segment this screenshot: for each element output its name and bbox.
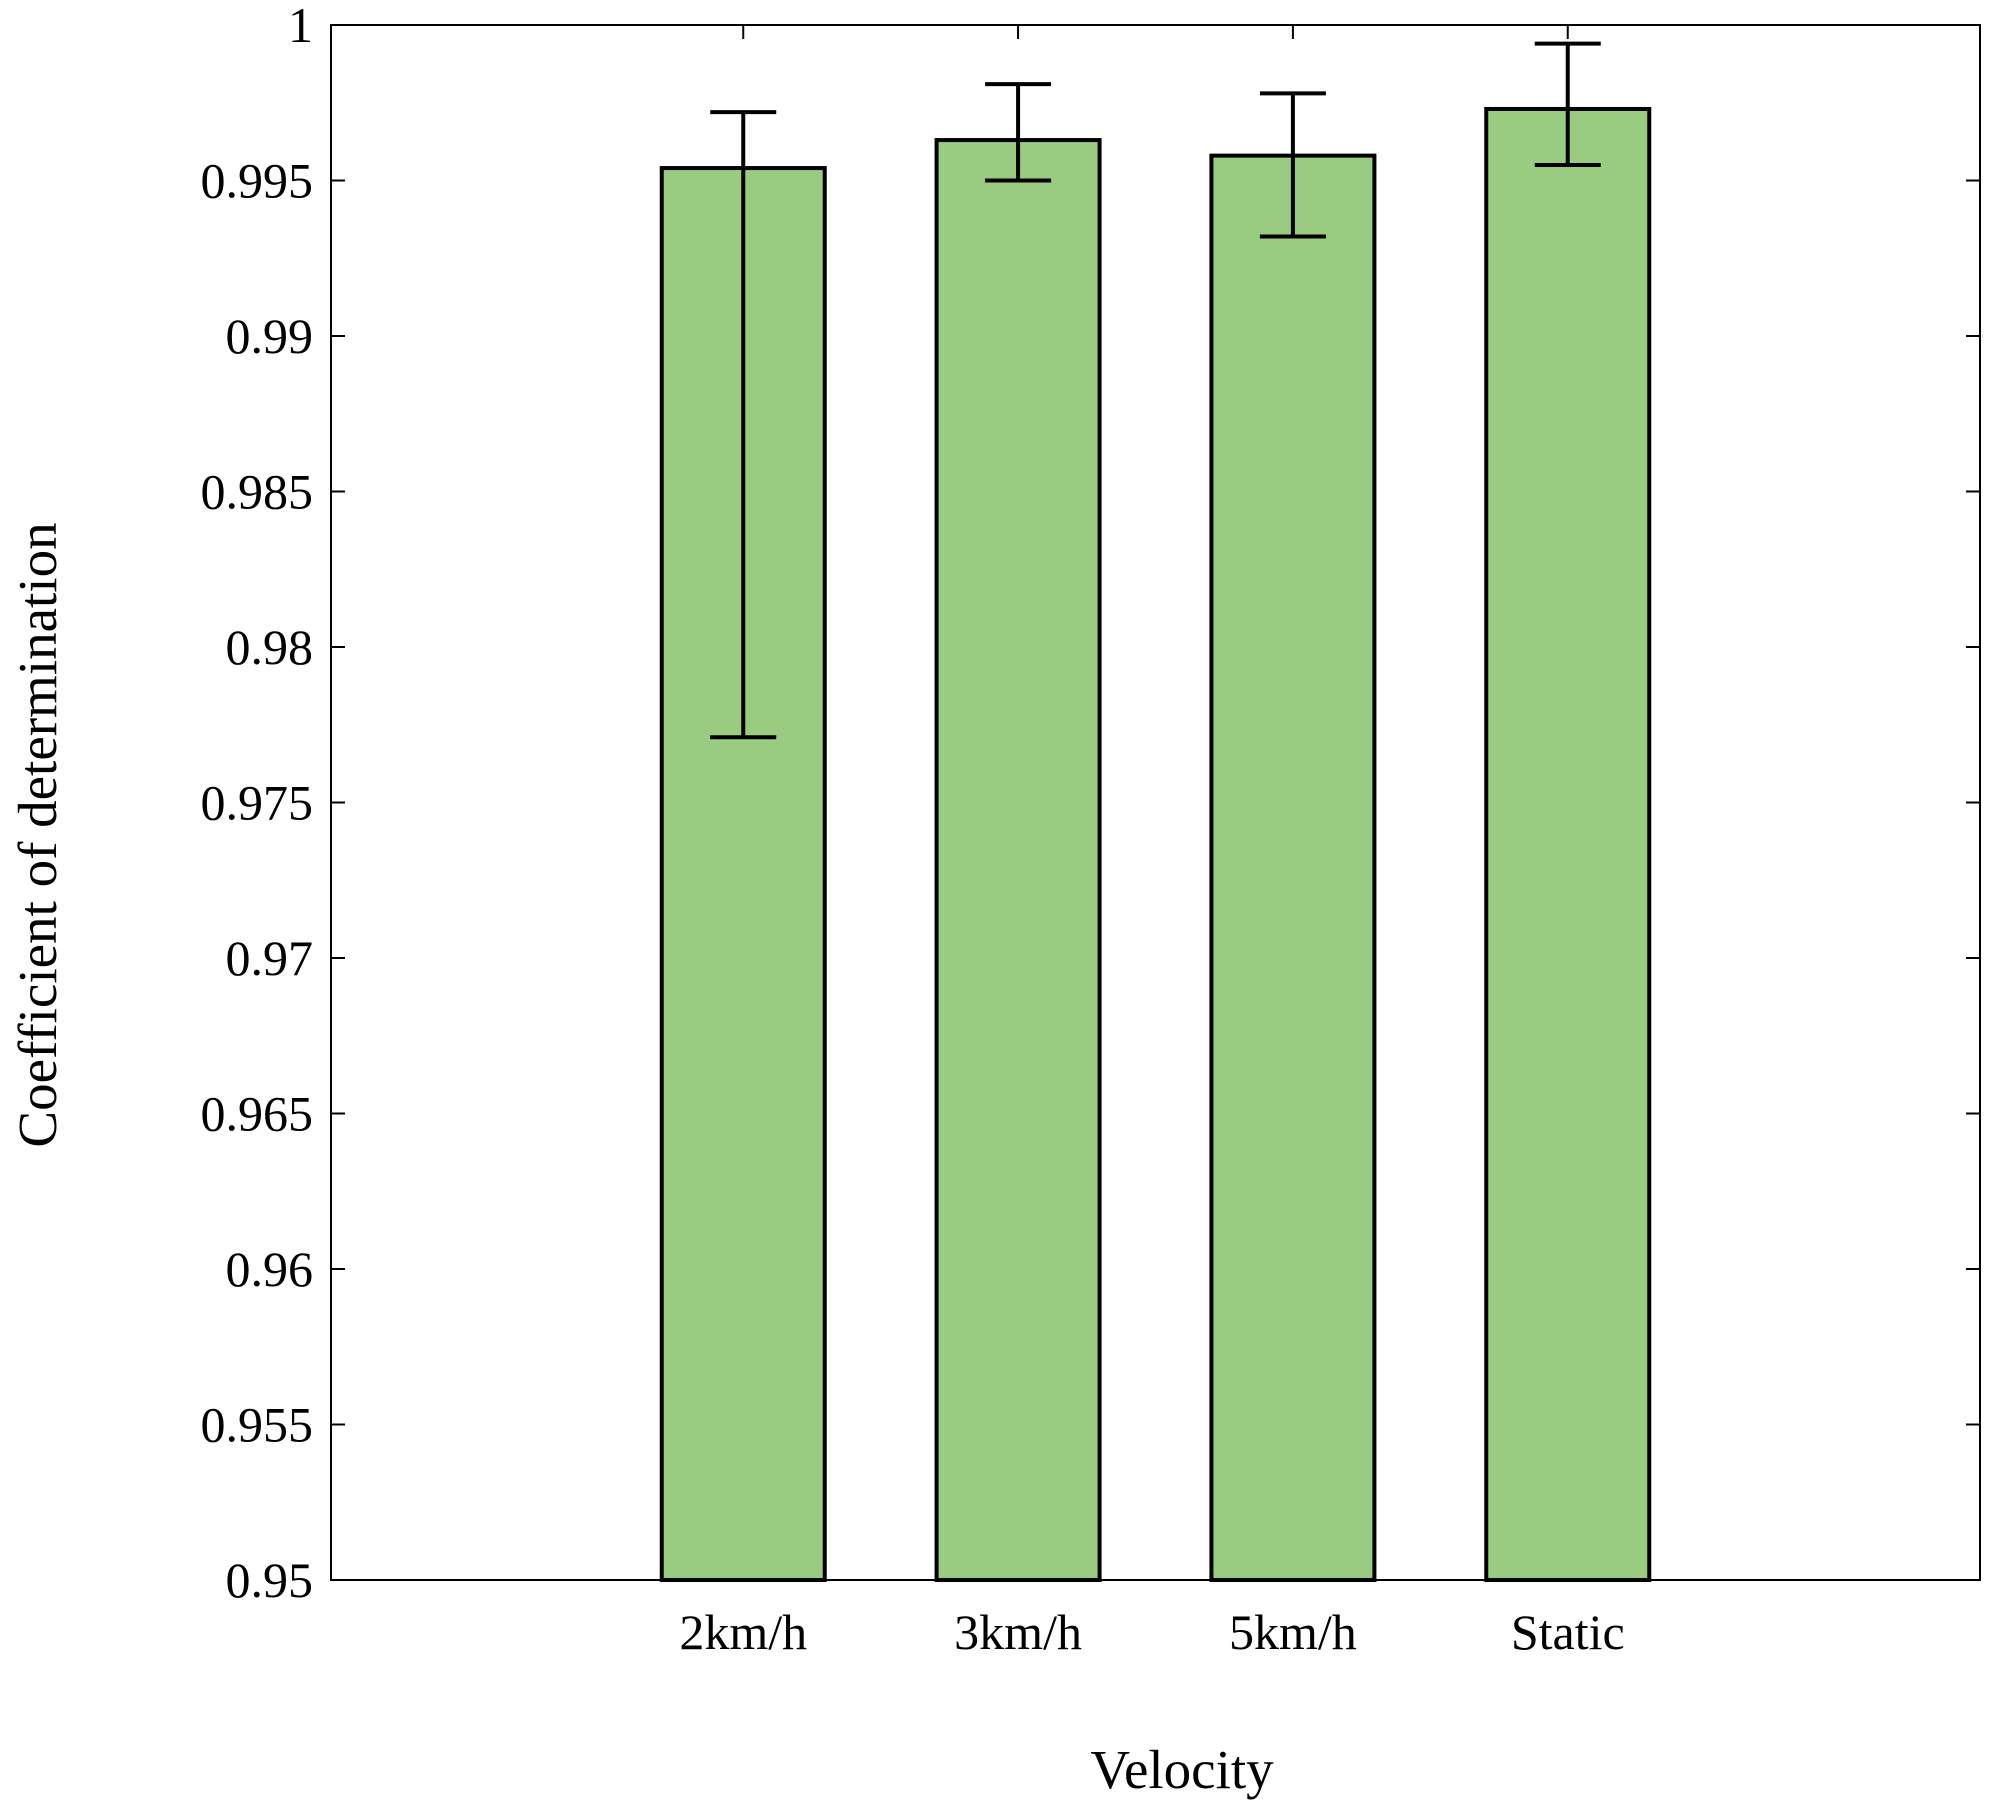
error-bar	[1534, 41, 1601, 167]
error-bar	[985, 82, 1052, 183]
y-axis: 0.95 0.955 0.96 0.965 0.97 0.975 0.98 0.985 0.99…	[201, 0, 1980, 1608]
y-tick-label: 0.99	[226, 308, 314, 364]
y-tick-label: 0.955	[201, 1397, 314, 1453]
x-tick-label: 5km/h	[1229, 1604, 1357, 1660]
error-bar	[710, 110, 777, 740]
axes-box	[330, 24, 1981, 1581]
y-tick-label: 0.96	[226, 1241, 314, 1297]
x-tick-label: 2km/h	[679, 1604, 807, 1660]
bar-5km-h	[1209, 153, 1377, 1582]
plot-area	[330, 24, 1981, 1581]
x-tick-label: Static	[1511, 1604, 1625, 1660]
y-tick-label: 0.965	[201, 1086, 314, 1142]
x-tick-label: 3km/h	[954, 1604, 1082, 1660]
x-axis: 2km/h 3km/h 5km/h Static	[679, 25, 1625, 1660]
y-tick-label: 0.985	[201, 464, 314, 520]
bar-static	[1484, 106, 1652, 1583]
y-tick-label: 0.95	[226, 1552, 314, 1608]
y-axis-title: Coefficient of determination	[7, 522, 68, 1147]
y-tick-label: 1	[288, 0, 313, 53]
y-tick-label: 0.995	[201, 153, 314, 209]
y-tick-label: 0.97	[226, 930, 314, 986]
bar-3km-h	[934, 138, 1102, 1583]
x-axis-title: Velocity	[1090, 1739, 1274, 1800]
error-bar	[1259, 91, 1326, 239]
y-tick-label: 0.98	[226, 619, 314, 675]
bars	[659, 106, 1652, 1583]
error-bars	[710, 41, 1601, 740]
y-tick-label: 0.975	[201, 775, 314, 831]
